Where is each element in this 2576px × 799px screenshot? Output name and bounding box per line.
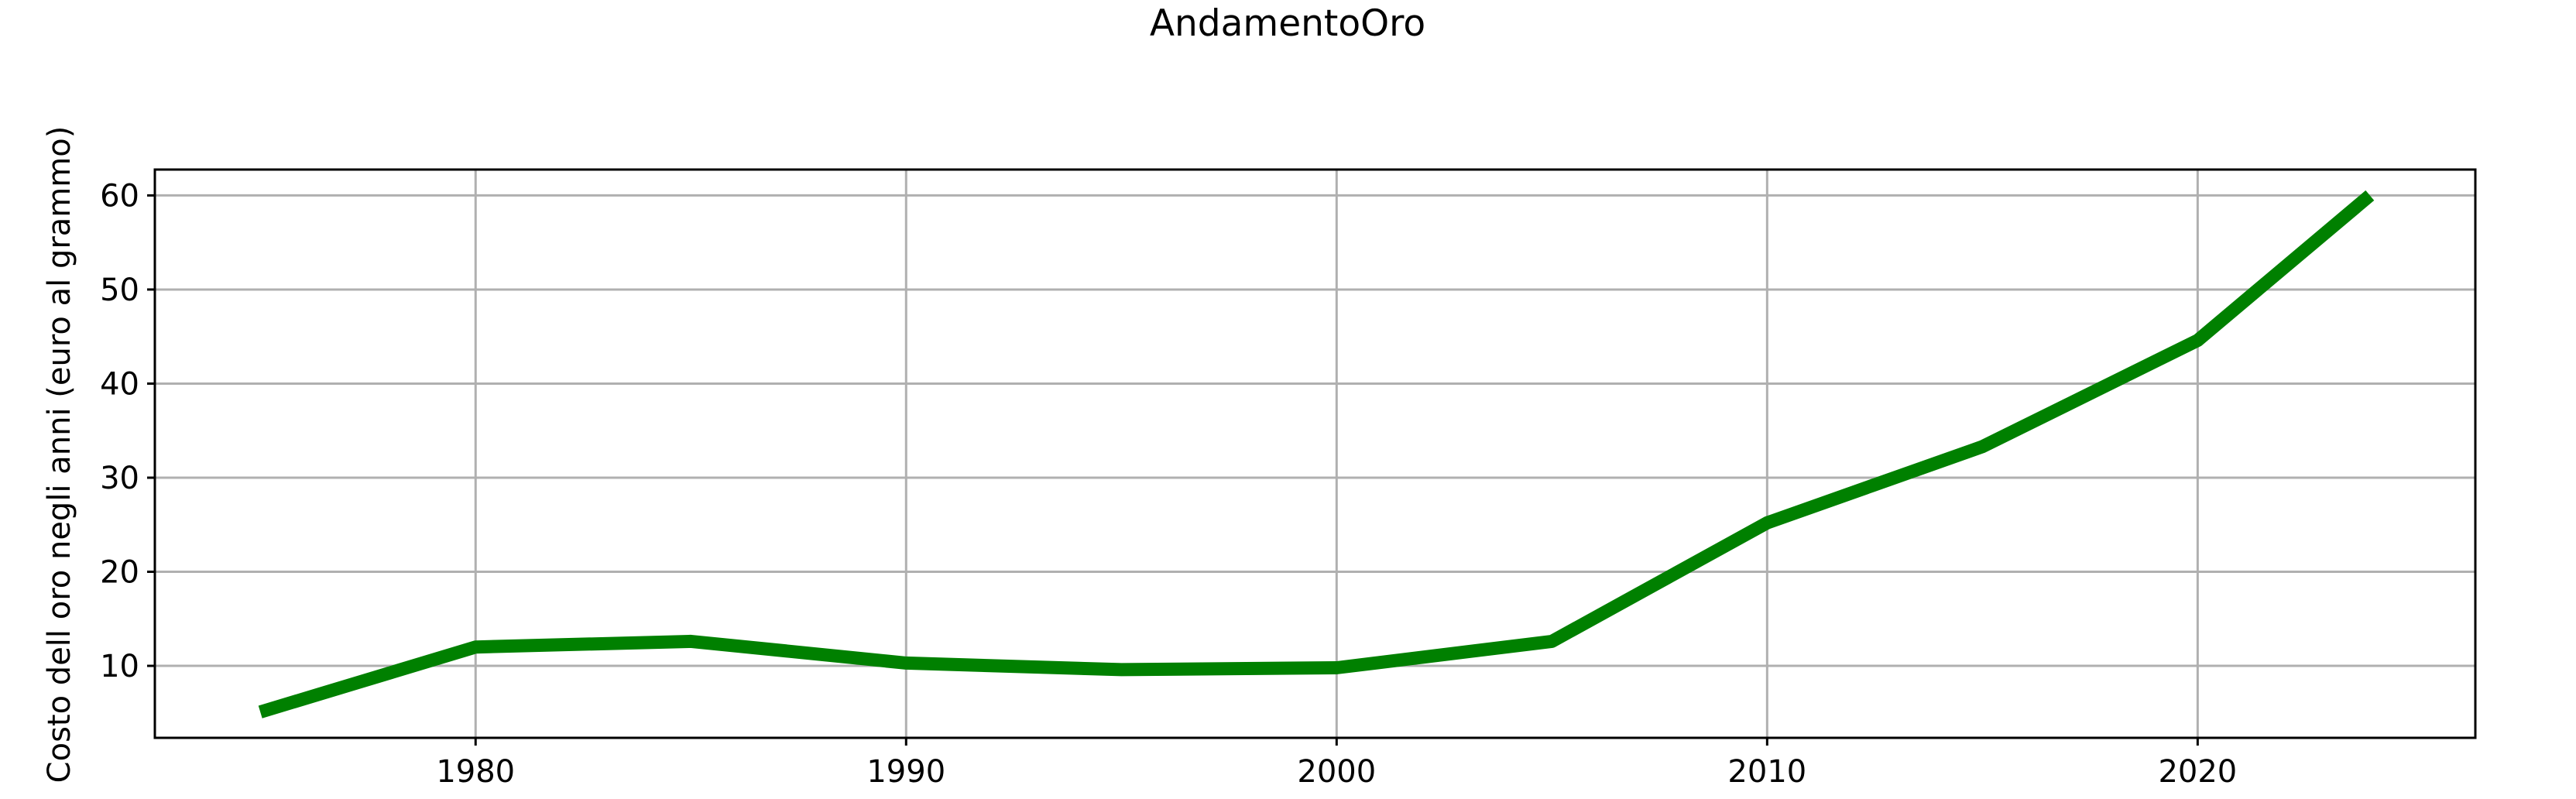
y-tick-label: 50 — [100, 273, 139, 308]
axis-ticks: 1980 1990 2000 2010 2020 10 20 30 40 50 60 — [100, 178, 2237, 790]
y-tick-label: 60 — [100, 178, 139, 214]
x-tick-label: 1980 — [436, 754, 515, 790]
x-tick-label: 2000 — [1297, 754, 1376, 790]
y-tick-label: 30 — [100, 461, 139, 496]
series-layer — [258, 190, 2375, 718]
y-tick-label: 10 — [100, 649, 139, 684]
y-axis-label: Costo dell oro negli anni (euro al gramm… — [42, 126, 77, 784]
x-tick-label: 1990 — [866, 754, 945, 790]
plot-frame — [153, 168, 2477, 739]
y-tick-label: 20 — [100, 555, 139, 591]
x-tick-label: 2010 — [1727, 754, 1806, 790]
y-tick-label: 40 — [100, 366, 139, 402]
chart-title: AndamentoOro — [1150, 2, 1425, 45]
x-tick-label: 2020 — [2158, 754, 2237, 790]
series-line — [258, 190, 2375, 718]
